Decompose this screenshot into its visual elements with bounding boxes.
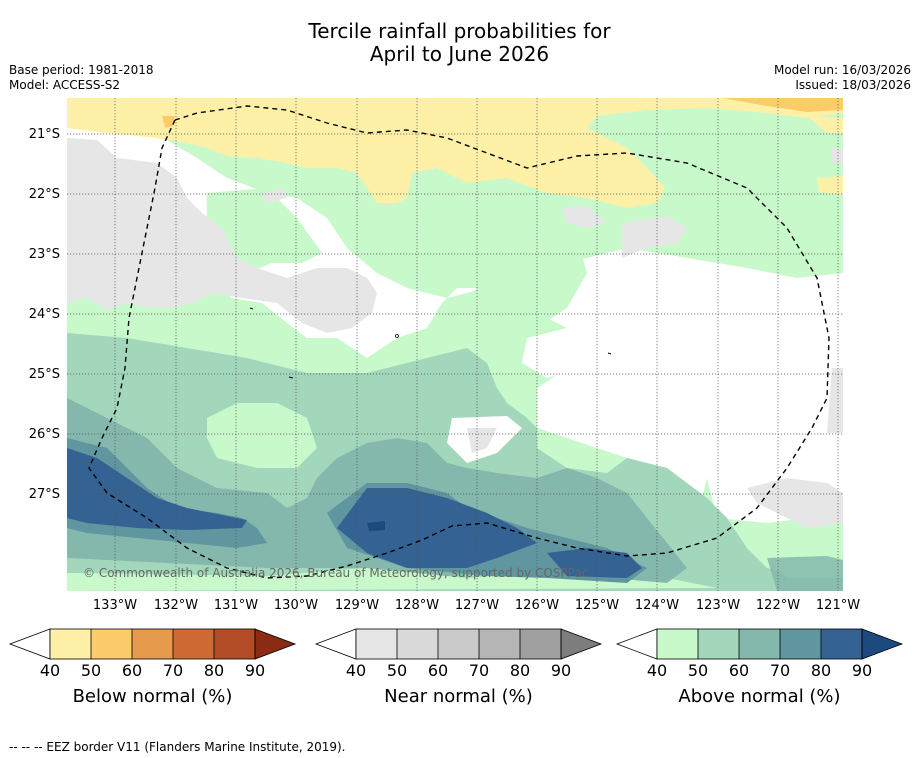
lon-label-128w: 128°W <box>394 598 440 613</box>
colorbar-below-label: Below normal (%) <box>72 686 233 707</box>
eez-legend-note: -- -- -- EEZ border V11 (Flanders Marine… <box>9 740 346 754</box>
below-tick-60: 60 <box>121 661 143 680</box>
colorbar-above-label: Above normal (%) <box>678 686 841 707</box>
map-title-line2: April to June 2026 <box>369 42 550 66</box>
near-tick-80: 80 <box>509 661 531 680</box>
lon-label-124w: 124°W <box>634 598 680 613</box>
colorbar-near-normal <box>314 628 603 660</box>
lon-label-130w: 130°W <box>273 598 319 613</box>
near-tick-70: 70 <box>468 661 490 680</box>
above-tick-90: 90 <box>851 661 873 680</box>
model-run: Model run: 16/03/2026 <box>773 63 911 77</box>
lat-label-24s: 24°S <box>28 307 60 322</box>
model-name: Model: ACCESS-S2 <box>9 78 121 92</box>
lon-label-121w: 121°W <box>815 598 861 613</box>
copyright-notice: © Commonwealth of Australia 2026, Bureau… <box>83 566 589 580</box>
base-period: Base period: 1981-2018 <box>9 63 154 77</box>
issued-date: Issued: 18/03/2026 <box>795 78 911 92</box>
above-tick-60: 60 <box>728 661 750 680</box>
lon-label-125w: 125°W <box>574 598 620 613</box>
below-tick-80: 80 <box>203 661 225 680</box>
above-tick-80: 80 <box>810 661 832 680</box>
lat-label-22s: 22°S <box>28 187 60 202</box>
near-tick-40: 40 <box>345 661 367 680</box>
near-tick-90: 90 <box>550 661 572 680</box>
near-tick-60: 60 <box>427 661 449 680</box>
eez-border <box>88 105 830 579</box>
below-tick-70: 70 <box>162 661 184 680</box>
lon-label-123w: 123°W <box>695 598 741 613</box>
lat-label-23s: 23°S <box>28 247 60 262</box>
colorbar-near-label: Near normal (%) <box>384 686 533 707</box>
colorbar-above-normal <box>615 628 904 660</box>
below-tick-40: 40 <box>39 661 61 680</box>
above-tick-40: 40 <box>646 661 668 680</box>
lat-label-25s: 25°S <box>28 367 60 382</box>
lat-label-27s: 27°S <box>28 487 60 502</box>
lon-label-129w: 129°W <box>334 598 380 613</box>
above-tick-50: 50 <box>687 661 709 680</box>
lon-label-127w: 127°W <box>454 598 500 613</box>
lon-label-122w: 122°W <box>755 598 801 613</box>
lon-label-132w: 132°W <box>153 598 199 613</box>
above-tick-70: 70 <box>769 661 791 680</box>
lon-label-133w: 133°W <box>92 598 138 613</box>
lat-label-21s: 21°S <box>28 127 60 142</box>
lon-label-126w: 126°W <box>514 598 560 613</box>
below-tick-50: 50 <box>80 661 102 680</box>
lon-label-131w: 131°W <box>213 598 259 613</box>
rainfall-probability-map <box>67 98 843 591</box>
below-tick-90: 90 <box>244 661 266 680</box>
near-tick-50: 50 <box>386 661 408 680</box>
lat-label-26s: 26°S <box>28 427 60 442</box>
colorbar-below-normal <box>8 628 297 660</box>
map-title-line1: Tercile rainfall probabilities for <box>308 19 611 43</box>
